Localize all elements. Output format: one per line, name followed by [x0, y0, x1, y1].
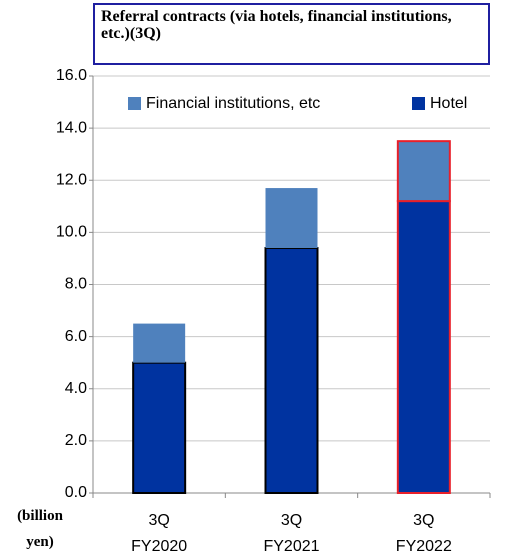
bar-segment [133, 323, 186, 363]
y-tick-label: 2.0 [65, 432, 87, 449]
x-tick-label: 3Q FY2021 [263, 512, 319, 555]
bar-segment [396, 140, 451, 203]
y-tick-label: 6.0 [65, 328, 87, 345]
x-tick-label: 3Q FY2020 [131, 512, 187, 555]
chart-title: Referral contracts (via hotels, financia… [93, 3, 490, 65]
y-tick-label: 8.0 [65, 276, 87, 293]
x-tick-label: 3Q FY2022 [396, 512, 452, 555]
bar-segment [132, 361, 187, 494]
legend-label: Hotel [430, 95, 467, 112]
y-tick-label: 10.0 [56, 224, 87, 241]
y-tick-label: 14.0 [56, 119, 87, 136]
legend-swatch [128, 97, 141, 110]
y-tick-label: 16.0 [56, 67, 87, 84]
y-axis-label: (billion yen) [17, 508, 64, 550]
y-tick-label: 0.0 [65, 484, 87, 501]
y-tick-label: 4.0 [65, 380, 87, 397]
legend-label: Financial institutions, etc [146, 95, 320, 112]
bar-segment [396, 200, 451, 494]
y-tick-label: 12.0 [56, 171, 87, 188]
legend-swatch [412, 97, 425, 110]
bar-segment [265, 188, 318, 249]
bar-segment [264, 247, 319, 494]
